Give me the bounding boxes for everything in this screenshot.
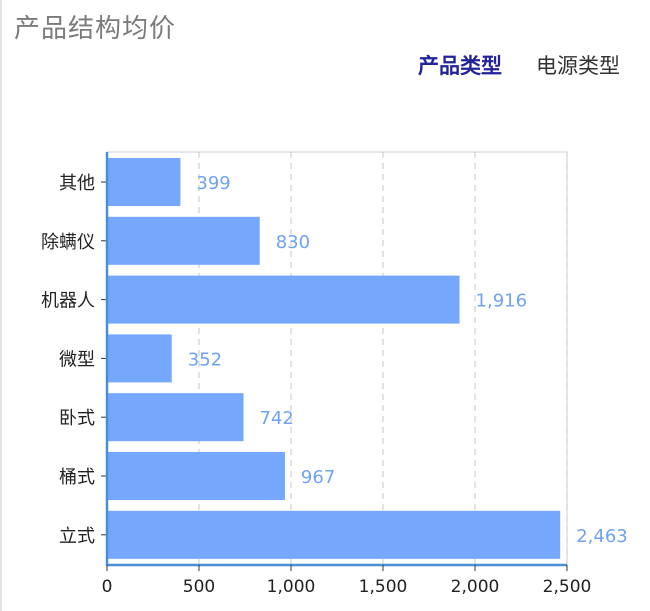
x-tick-label: 1,500: [359, 577, 408, 597]
bar-value-label: 830: [276, 232, 310, 253]
bar-value-label: 742: [260, 408, 294, 429]
bar: [107, 275, 460, 324]
left-border: [0, 0, 2, 611]
category-label: 机器人: [41, 291, 95, 312]
grid-lines: [106, 151, 568, 566]
bar-value-label: 352: [188, 349, 222, 370]
bar-value-label: 967: [301, 467, 335, 488]
category-label: 立式: [59, 526, 95, 547]
x-tick-label: 500: [183, 577, 215, 597]
x-tick-label: 2,000: [451, 577, 500, 597]
category-label: 除螨仪: [41, 232, 95, 253]
category-label: 桶式: [59, 467, 95, 488]
page-title: 产品结构均价: [14, 14, 177, 44]
x-tick-label: 1,000: [267, 577, 316, 597]
bar: [107, 158, 181, 206]
bar: [107, 452, 285, 500]
bar-value-label: 1,916: [476, 291, 528, 312]
tab-bar: 产品类型 电源类型: [418, 50, 620, 80]
bar: [107, 334, 172, 383]
bar: [107, 216, 260, 265]
bar: [107, 510, 561, 559]
category-label: 卧式: [59, 408, 95, 429]
tab-product-type[interactable]: 产品类型: [418, 54, 502, 78]
bar: [107, 393, 244, 442]
category-label: 微型: [59, 349, 95, 370]
bar-value-label: 2,463: [576, 526, 628, 547]
x-tick-label: 2,500: [543, 577, 592, 597]
plot-frame: [106, 151, 568, 566]
tab-power-type[interactable]: 电源类型: [536, 54, 620, 78]
x-tick-label: 0: [102, 577, 113, 597]
bars: 399 830 1,916 352 742 967 2,463: [107, 158, 628, 559]
category-label: 其他: [59, 173, 95, 194]
bar-value-label: 399: [196, 173, 230, 194]
